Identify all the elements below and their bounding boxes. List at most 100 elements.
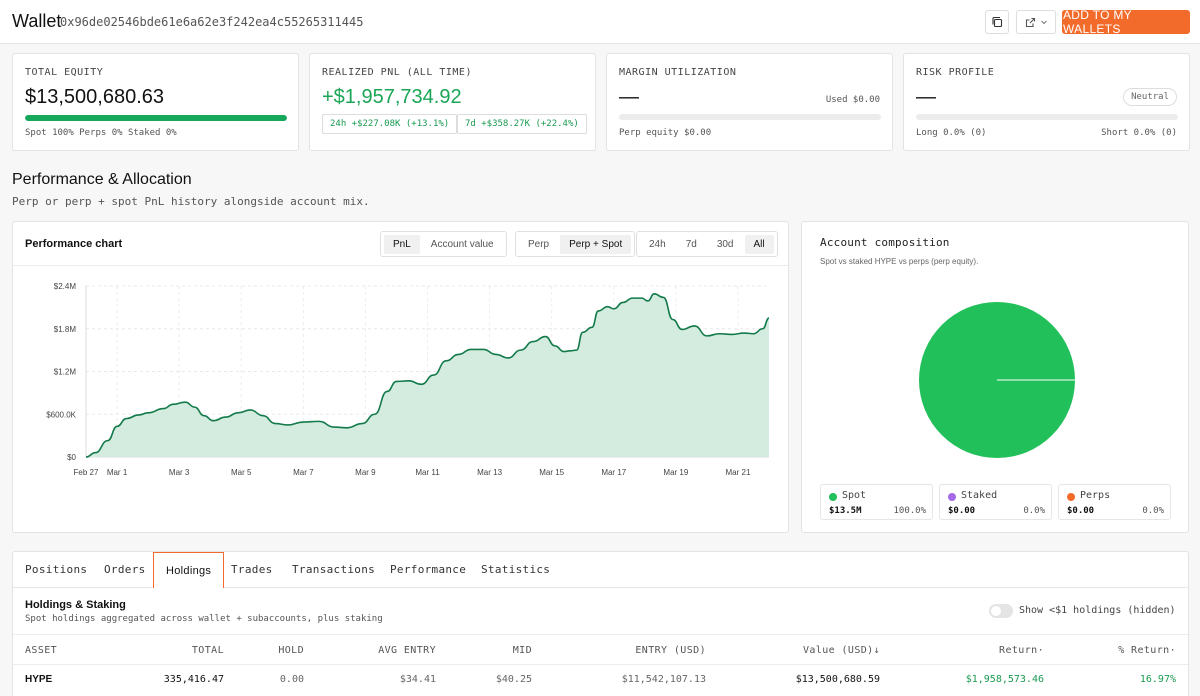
tab-positions[interactable]: Positions xyxy=(25,563,88,576)
tab-performance[interactable]: Performance xyxy=(390,563,467,576)
tab-24h[interactable]: 24h xyxy=(649,238,666,250)
holdings-title: Holdings & Staking xyxy=(25,599,126,611)
card-label: REALIZED PNL (ALL TIME) xyxy=(322,67,472,78)
small-holdings-toggle[interactable] xyxy=(989,604,1013,618)
perp-equity: Perp equity $0.00 xyxy=(619,128,712,138)
equity-bar-fill xyxy=(25,115,287,121)
page-header: Wallet 0x96de02546bde61e6a62e3f242ea4c55… xyxy=(0,0,1200,44)
chart-divider xyxy=(13,265,788,266)
total-equity-value: $13,500,680.63 xyxy=(25,86,165,108)
risk-badge: Neutral xyxy=(1123,88,1177,106)
risk-bar xyxy=(916,114,1178,120)
cell-avg-entry: $34.41 xyxy=(399,674,436,685)
legend-pct: 0.0% xyxy=(1142,506,1164,516)
legend-perps: Perps $0.00 0.0% xyxy=(1058,484,1171,520)
holdings-panel: Positions Orders Holdings Trades Transac… xyxy=(12,551,1189,696)
x-tick-label: Mar 7 xyxy=(293,468,314,477)
col-mid[interactable]: MID xyxy=(512,645,532,656)
realized-pnl-card: REALIZED PNL (ALL TIME) +$1,957,734.92 2… xyxy=(309,53,596,151)
card-label: MARGIN UTILIZATION xyxy=(619,67,737,78)
legend-amount: $13.5M xyxy=(829,506,862,516)
margin-utilization-card: MARGIN UTILIZATION — Used $0.00 Perp equ… xyxy=(606,53,893,151)
y-tick-label: $1.8M xyxy=(54,325,77,334)
col-asset[interactable]: ASSET xyxy=(25,645,58,656)
risk-value: — xyxy=(916,86,936,108)
legend-dot xyxy=(829,493,837,501)
x-tick-label: Mar 9 xyxy=(355,468,376,477)
cell-entry-usd: $11,542,107.13 xyxy=(621,674,706,685)
metric-toggle: PnL Account value xyxy=(380,231,507,257)
tab-perp[interactable]: Perp xyxy=(528,238,550,250)
holdings-subtitle: Spot holdings aggregated across wallet +… xyxy=(25,614,383,624)
pnl-line xyxy=(85,293,770,458)
page-title: Wallet xyxy=(12,11,62,31)
chart-title: Performance chart xyxy=(25,238,123,250)
y-tick-label: $1.2M xyxy=(54,368,77,377)
x-tick-label: Mar 21 xyxy=(726,468,751,477)
col-entry-usd[interactable]: ENTRY (USD) xyxy=(635,645,706,656)
tab-bar: Positions Orders Holdings Trades Transac… xyxy=(13,552,1188,588)
tab-7d[interactable]: 7d xyxy=(685,238,697,250)
tab-trades[interactable]: Trades xyxy=(231,563,273,576)
account-composition-panel: Account composition Spot vs staked HYPE … xyxy=(801,221,1189,533)
table-row[interactable]: HYPE 335,416.47 0.00 $34.41 $40.25 $11,5… xyxy=(13,665,1188,696)
tab-perp-spot[interactable]: Perp + Spot xyxy=(560,234,632,254)
legend-amount: $0.00 xyxy=(948,506,976,516)
add-to-wallets-button[interactable]: ADD TO MY WALLETS xyxy=(1062,8,1190,36)
range-toggle: 24h 7d 30d All xyxy=(636,231,778,257)
cell-pct-return: 16.97% xyxy=(1139,674,1176,685)
x-tick-label: Mar 1 xyxy=(107,468,128,477)
col-return[interactable]: Return· xyxy=(999,645,1044,656)
cell-total: 335,416.47 xyxy=(163,674,224,685)
small-holdings-label[interactable]: Show <$1 holdings (hidden) xyxy=(1019,605,1176,616)
legend-dot xyxy=(1067,493,1075,501)
col-pct-return[interactable]: % Return· xyxy=(1118,645,1176,656)
tab-30d[interactable]: 30d xyxy=(716,238,734,250)
y-tick-label: $2.4M xyxy=(54,282,77,291)
copy-address-button[interactable] xyxy=(985,10,1009,34)
legend-amount: $0.00 xyxy=(1067,506,1095,516)
pnl-24h-pill: 24h +$227.08K (+13.1%) xyxy=(322,114,458,134)
col-total[interactable]: TOTAL xyxy=(191,645,224,656)
x-tick-label: Mar 13 xyxy=(477,468,502,477)
legend-staked: Staked $0.00 0.0% xyxy=(939,484,1052,520)
y-tick-label: $0 xyxy=(67,453,76,462)
wallet-address[interactable]: 0x96de02546bde61e6a62e3f242ea4c552653114… xyxy=(60,15,364,29)
external-link-button[interactable] xyxy=(1016,10,1056,34)
realized-pnl-value: +$1,957,734.92 xyxy=(322,86,462,108)
legend-name: Spot xyxy=(842,490,867,501)
legend-dot xyxy=(948,493,956,501)
col-value-usd[interactable]: Value (USD)↓ xyxy=(802,645,880,656)
margin-used: Used $0.00 xyxy=(825,95,880,105)
copy-icon xyxy=(992,16,1003,28)
card-label: RISK PROFILE xyxy=(916,67,995,78)
pnl-chart[interactable]: $0 $600.0K $1.2M $1.8M $2.4M Feb 27 Mar 1 Mar 3… xyxy=(13,266,788,532)
tab-all[interactable]: All xyxy=(744,234,774,254)
tab-holdings[interactable]: Holdings xyxy=(153,552,225,588)
legend-name: Perps xyxy=(1080,490,1111,501)
external-link-icon xyxy=(1025,17,1035,27)
tab-account-value[interactable]: Account value xyxy=(430,238,494,250)
y-tick-label: $600.0K xyxy=(46,410,76,419)
pnl-area-fill xyxy=(86,293,769,457)
col-hold[interactable]: HOLD xyxy=(278,645,304,656)
tab-orders[interactable]: Orders xyxy=(104,563,146,576)
x-tick-label: Mar 5 xyxy=(231,468,252,477)
performance-chart-panel: Performance chart PnL Account value Perp… xyxy=(12,221,789,533)
x-tick-label: Mar 15 xyxy=(539,468,564,477)
tab-pnl[interactable]: PnL xyxy=(384,234,420,254)
tab-transactions[interactable]: Transactions xyxy=(292,563,376,576)
cell-hold: 0.00 xyxy=(279,674,304,685)
x-tick-label: Mar 17 xyxy=(601,468,626,477)
pnl-7d-pill: 7d +$358.27K (+22.4%) xyxy=(457,114,587,134)
legend-name: Staked xyxy=(961,490,998,501)
table-header: ASSET TOTAL HOLD AVG ENTRY MID ENTRY (US… xyxy=(13,634,1188,665)
legend-spot: Spot $13.5M 100.0% xyxy=(820,484,933,520)
composition-subtitle: Spot vs staked HYPE vs perps (perp equit… xyxy=(820,257,979,266)
composition-pie-chart[interactable] xyxy=(918,301,1076,459)
tab-statistics[interactable]: Statistics xyxy=(481,563,551,576)
scope-toggle: Perp Perp + Spot xyxy=(515,231,636,257)
col-avg-entry[interactable]: AVG ENTRY xyxy=(378,645,436,656)
margin-bar xyxy=(619,114,881,120)
total-equity-card: TOTAL EQUITY $13,500,680.63 Spot 100% Pe… xyxy=(12,53,299,151)
